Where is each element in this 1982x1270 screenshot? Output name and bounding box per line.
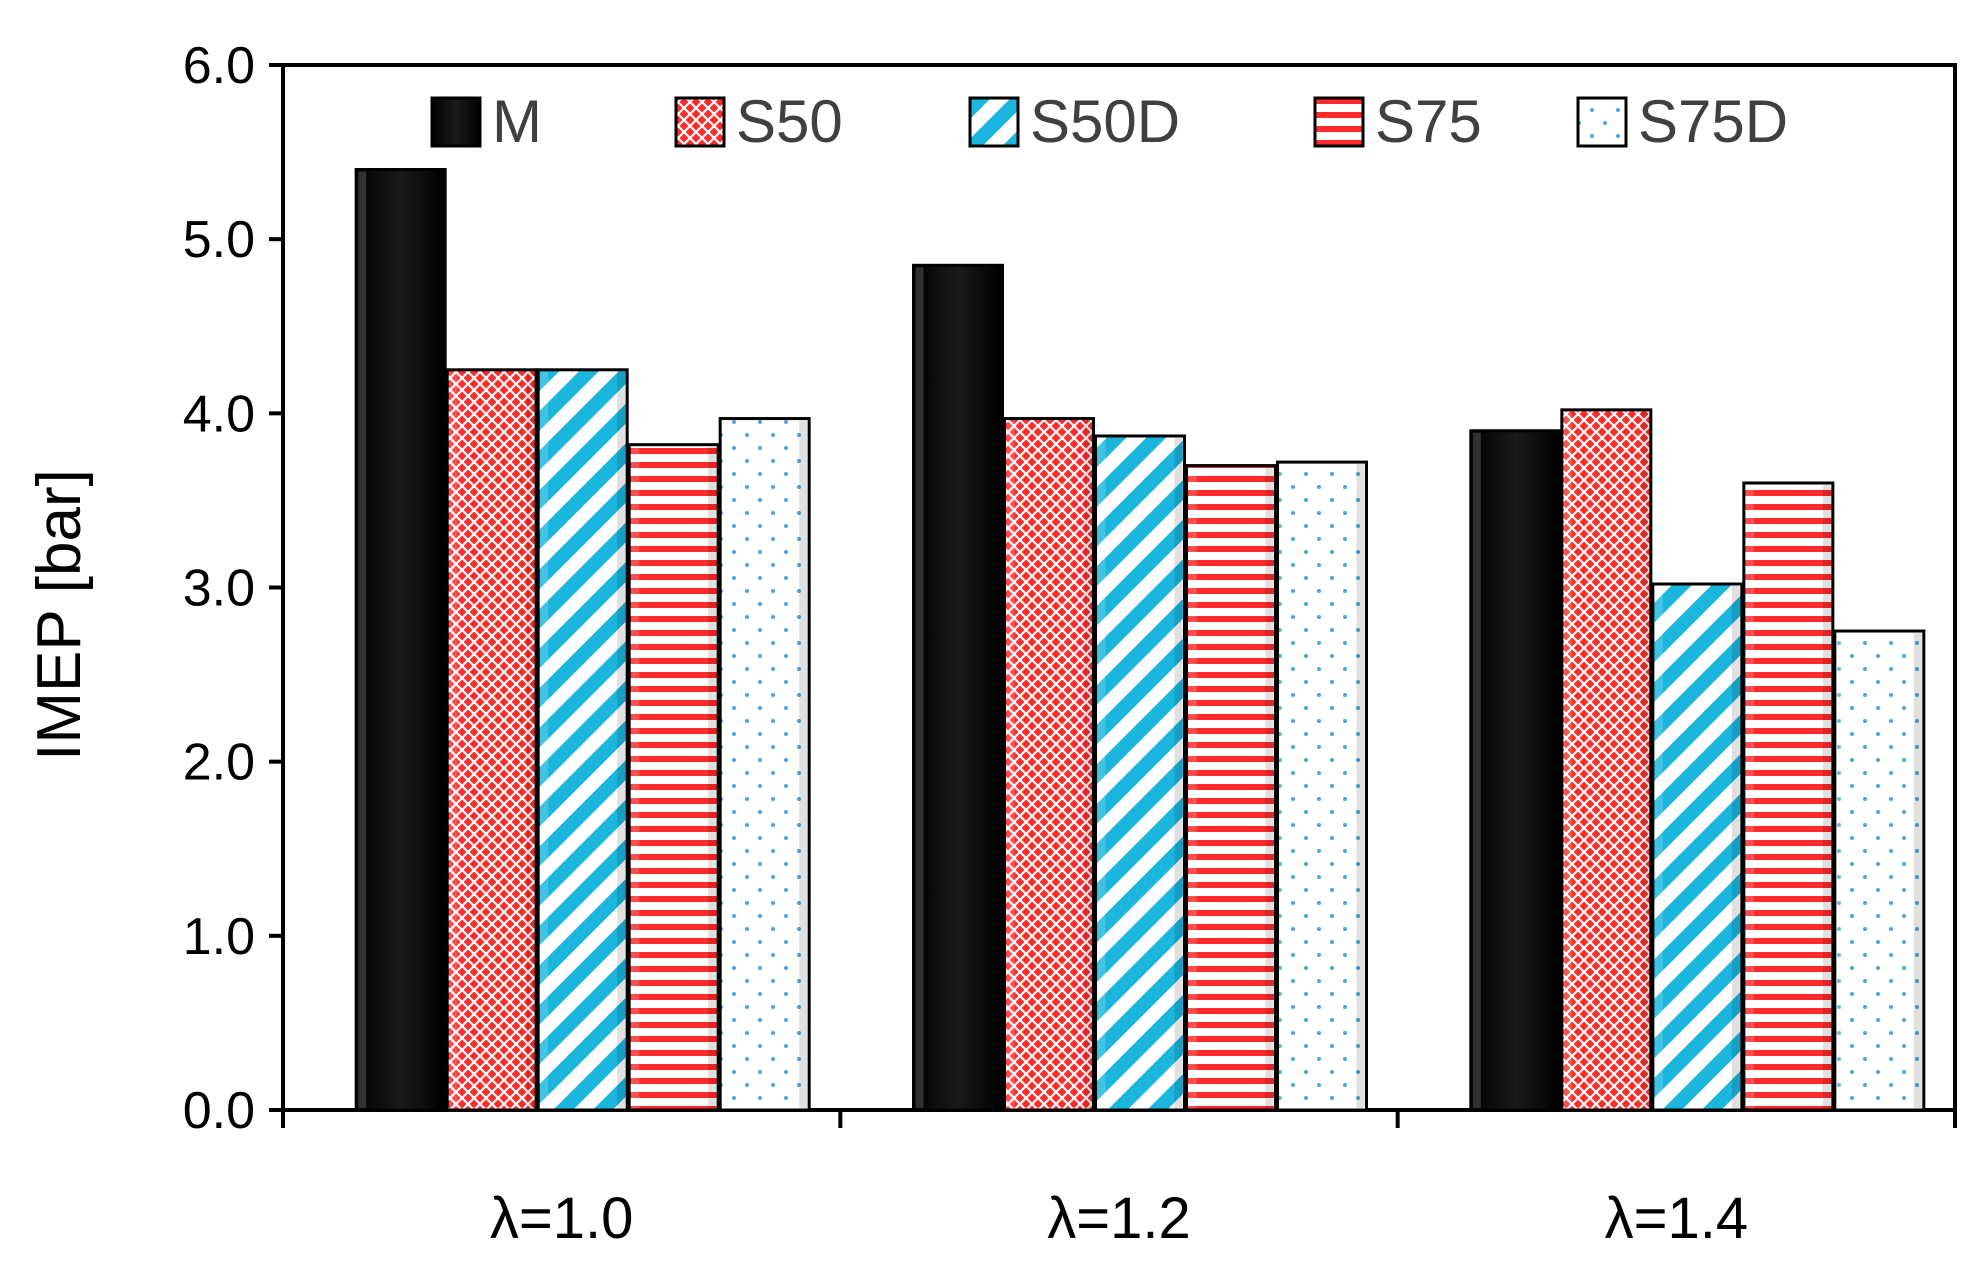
bar-shade xyxy=(435,171,444,1108)
y-tick-label: 4.0 xyxy=(183,385,255,443)
bar-highlight xyxy=(1654,586,1663,1108)
bar-highlight xyxy=(1006,420,1015,1108)
bar-s75d-3 xyxy=(1833,629,1926,1112)
bar-highlight xyxy=(1472,432,1481,1108)
legend-label-s50: S50 xyxy=(736,88,843,155)
bar-highlight xyxy=(722,420,731,1108)
bar-s50-1 xyxy=(445,368,538,1112)
bar-highlight xyxy=(540,371,549,1109)
bar-highlight xyxy=(1279,464,1288,1109)
legend-label-s75d: S75D xyxy=(1638,88,1788,155)
bar-shade xyxy=(1913,633,1922,1108)
legend-swatch-s75 xyxy=(1313,96,1365,148)
bar-shade xyxy=(799,420,808,1108)
y-tick-label: 6.0 xyxy=(183,37,255,95)
bar-s75d-2 xyxy=(1276,460,1368,1112)
bar-shade xyxy=(992,267,1001,1109)
bar-s75-2 xyxy=(1185,464,1277,1112)
y-axis-title: IMEP [bar] xyxy=(25,469,94,761)
bar-shade xyxy=(1640,411,1649,1109)
bar-s50d-3 xyxy=(1651,582,1744,1112)
x-category-label: λ=1.4 xyxy=(1605,1186,1749,1251)
x-category-label: λ=1.2 xyxy=(1047,1186,1191,1251)
bar-shade xyxy=(1174,437,1183,1109)
bar-m-2 xyxy=(912,263,1004,1112)
y-tick-label: 0.0 xyxy=(183,1082,255,1140)
y-tick-label: 1.0 xyxy=(183,908,255,966)
bar-shade xyxy=(1265,467,1274,1108)
y-axis: 0.0 1.0 2.0 3.0 4.0 5.0 6.0 xyxy=(183,37,283,1140)
bar-s75-1 xyxy=(627,443,720,1112)
bar-shade xyxy=(1549,432,1558,1108)
legend-label-s50d: S50D xyxy=(1030,88,1180,155)
bar-s50d-1 xyxy=(536,368,629,1112)
bar-highlight xyxy=(1836,633,1845,1108)
bar-s50d-2 xyxy=(1094,434,1186,1112)
bar-shade xyxy=(708,446,717,1108)
bar-highlight xyxy=(1097,437,1106,1109)
legend-label-m: M xyxy=(492,88,542,155)
bar-shade xyxy=(526,371,535,1109)
bars xyxy=(354,168,1926,1112)
bar-shade xyxy=(1083,420,1092,1108)
y-tick-label: 3.0 xyxy=(183,560,255,618)
bar-highlight xyxy=(1563,411,1572,1109)
bar-shade xyxy=(1731,586,1740,1108)
bar-highlight xyxy=(1188,467,1197,1108)
bar-m-3 xyxy=(1469,429,1562,1112)
x-category-label: λ=1.0 xyxy=(490,1186,634,1251)
bar-m-1 xyxy=(354,168,447,1112)
bar-shade xyxy=(1822,485,1831,1108)
bar-highlight xyxy=(449,371,458,1109)
bar-s75-3 xyxy=(1742,481,1835,1112)
bar-shade xyxy=(617,371,626,1109)
y-tick-label: 5.0 xyxy=(183,211,255,269)
legend-swatch-m xyxy=(430,96,482,148)
bar-shade xyxy=(1356,464,1365,1109)
legend-label-s75: S75 xyxy=(1375,88,1482,155)
bar-s50-3 xyxy=(1560,408,1653,1112)
bar-highlight xyxy=(358,171,367,1108)
legend: M S50 S50D S75 S75D xyxy=(430,88,1788,155)
x-axis: λ=1.0 λ=1.2 λ=1.4 xyxy=(281,1110,1957,1251)
y-tick-label: 2.0 xyxy=(183,734,255,792)
legend-swatch-s75d xyxy=(1576,96,1628,148)
legend-swatch-s50 xyxy=(674,96,726,148)
bar-highlight xyxy=(915,267,924,1109)
legend-swatch-s50d xyxy=(968,96,1020,148)
bar-s75d-1 xyxy=(718,417,811,1112)
bar-highlight xyxy=(631,446,640,1108)
bar-s50-2 xyxy=(1003,417,1095,1112)
bar-highlight xyxy=(1745,485,1754,1108)
